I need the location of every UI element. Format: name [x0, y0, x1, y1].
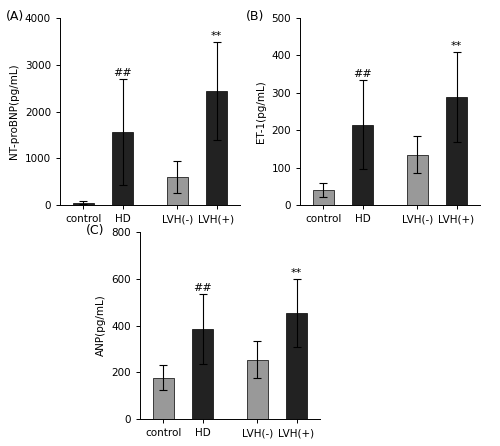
Text: ##: ##: [113, 68, 132, 78]
Bar: [286, 313, 308, 419]
Bar: [206, 91, 228, 205]
Text: ##: ##: [193, 283, 212, 293]
Bar: [192, 329, 214, 419]
Bar: [152, 378, 174, 419]
Text: **: **: [451, 41, 462, 51]
Text: (A): (A): [6, 10, 24, 23]
Bar: [246, 359, 268, 419]
Bar: [166, 177, 188, 205]
Text: (C): (C): [86, 224, 104, 237]
Y-axis label: ET-1(pg/mL): ET-1(pg/mL): [256, 80, 266, 143]
Y-axis label: ANP(pg/mL): ANP(pg/mL): [96, 295, 106, 356]
Bar: [406, 155, 428, 205]
Text: (B): (B): [246, 10, 264, 23]
Bar: [352, 124, 374, 205]
Y-axis label: NT-proBNP(pg/mL): NT-proBNP(pg/mL): [10, 64, 20, 159]
Bar: [72, 202, 94, 205]
Bar: [446, 97, 468, 205]
Bar: [112, 132, 134, 205]
Text: **: **: [211, 31, 222, 41]
Bar: [312, 190, 334, 205]
Text: ##: ##: [353, 69, 372, 78]
Text: **: **: [291, 268, 302, 278]
